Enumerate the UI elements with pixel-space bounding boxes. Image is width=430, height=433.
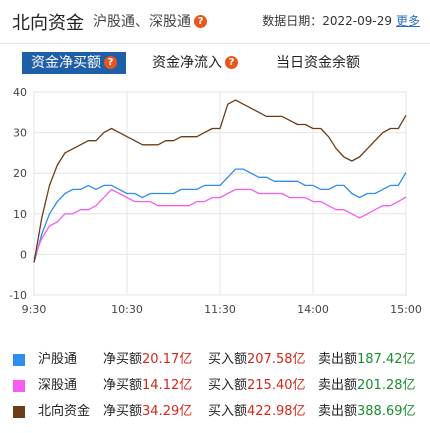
sell-label: 卖出额	[318, 378, 358, 393]
series-line-hgt	[33, 168, 407, 263]
tab-net-buy-label: 资金净买额	[31, 55, 101, 71]
buy-value: 422.98亿	[247, 404, 306, 419]
sell-label: 卖出额	[318, 352, 358, 367]
net-buy-value: 34.29亿	[142, 404, 193, 419]
buy-value: 207.58亿	[247, 352, 306, 367]
legend-swatch-sgt	[13, 380, 25, 392]
sell-label: 卖出额	[318, 404, 358, 419]
help-icon[interactable]: ?	[104, 56, 117, 69]
legend-row-hgt: 沪股通 净买额20.17亿 买入额207.58亿 卖出额187.42亿	[0, 347, 430, 373]
tab-net-buy[interactable]: 资金净买额?	[22, 52, 126, 74]
legend-swatch-hgt	[13, 354, 25, 366]
legend-swatch-north	[13, 406, 25, 418]
header: 北向资金 沪股通、深股通? 数据日期：2022-09-29 更多	[0, 0, 430, 44]
date-value: 2022-09-29	[322, 14, 392, 28]
legend-name: 深股通	[38, 378, 78, 393]
net-buy: 净买额14.12亿	[103, 373, 192, 399]
help-icon[interactable]: ?	[225, 56, 238, 69]
date-area: 数据日期：2022-09-29 更多	[262, 12, 420, 29]
sell-value: 201.28亿	[357, 378, 416, 393]
net-buy-value: 14.12亿	[142, 378, 193, 393]
sell-value: 388.69亿	[357, 404, 416, 419]
net-buy-label: 净买额	[103, 352, 143, 367]
buy-label: 买入额	[208, 404, 248, 419]
y-tick-label: -10	[9, 289, 27, 302]
x-tick-label: 14:00	[297, 303, 329, 316]
tab-bar: 资金净买额? 资金净流入? 当日资金余额	[0, 52, 430, 76]
subtitle-text: 沪股通、深股通	[93, 14, 191, 30]
y-tick-label: 10	[13, 208, 27, 221]
y-tick-label: 30	[13, 127, 27, 140]
buy-label: 买入额	[208, 378, 248, 393]
net-buy: 净买额34.29亿	[103, 399, 192, 425]
net-buy-value: 20.17亿	[142, 352, 193, 367]
x-tick-label: 10:30	[111, 303, 143, 316]
y-tick-label: 0	[20, 248, 27, 261]
northbound-chart: -10 0 10 20 30 40 9:30 10:30 11:30 14:00 15:00	[9, 86, 422, 316]
sell-amount: 卖出额201.28亿	[318, 373, 416, 399]
sell-amount: 卖出额187.42亿	[318, 347, 416, 373]
tab-daily-balance[interactable]: 当日资金余额	[276, 52, 360, 74]
net-buy: 净买额20.17亿	[103, 347, 192, 373]
x-tick-label: 9:30	[22, 303, 47, 316]
date-label: 数据日期：	[262, 14, 323, 28]
tab-net-inflow[interactable]: 资金净流入?	[152, 52, 238, 74]
tab-net-inflow-label: 资金净流入	[152, 55, 222, 71]
legend-row-north: 北向资金 净买额34.29亿 买入额422.98亿 卖出额388.69亿	[0, 399, 430, 425]
series-line-sgt	[33, 188, 407, 259]
net-buy-label: 净买额	[103, 378, 143, 393]
subtitle: 沪股通、深股通?	[93, 11, 207, 31]
tab-daily-balance-label: 当日资金余额	[276, 55, 360, 71]
buy-label: 买入额	[208, 352, 248, 367]
help-icon[interactable]: ?	[194, 15, 207, 28]
buy-amount: 买入额207.58亿	[208, 347, 306, 373]
x-tick-label: 15:00	[390, 303, 422, 316]
legend-name: 沪股通	[38, 352, 78, 367]
series-line-north	[33, 99, 407, 263]
buy-value: 215.40亿	[247, 378, 306, 393]
legend-name: 北向资金	[38, 404, 91, 419]
y-tick-label: 40	[13, 86, 27, 99]
sell-amount: 卖出额388.69亿	[318, 399, 416, 425]
buy-amount: 买入额422.98亿	[208, 399, 306, 425]
page-title: 北向资金	[12, 13, 84, 34]
legend-row-sgt: 深股通 净买额14.12亿 买入额215.40亿 卖出额201.28亿	[0, 373, 430, 399]
y-tick-label: 20	[13, 167, 27, 180]
net-buy-label: 净买额	[103, 404, 143, 419]
sell-value: 187.42亿	[357, 352, 416, 367]
buy-amount: 买入额215.40亿	[208, 373, 306, 399]
x-tick-label: 11:30	[204, 303, 236, 316]
more-link[interactable]: 更多	[395, 14, 420, 28]
